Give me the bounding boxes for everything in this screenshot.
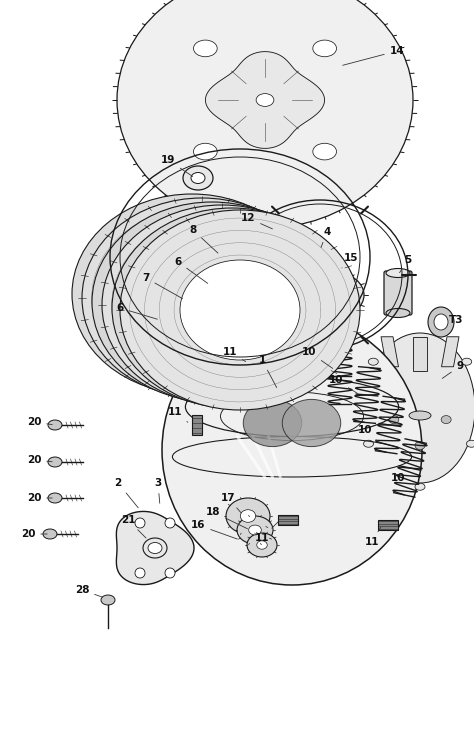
Ellipse shape [415,442,425,449]
Ellipse shape [193,40,217,57]
Ellipse shape [441,416,451,423]
Ellipse shape [142,248,262,348]
Text: 8: 8 [190,225,218,253]
Ellipse shape [364,440,374,447]
Text: 10: 10 [391,468,405,483]
Ellipse shape [191,172,205,184]
Text: 14: 14 [343,46,404,65]
Circle shape [135,568,145,578]
Ellipse shape [409,411,431,420]
Ellipse shape [282,400,341,447]
Text: 21: 21 [121,515,146,538]
Ellipse shape [193,144,217,160]
Circle shape [165,568,175,578]
Text: 12: 12 [241,213,273,229]
Text: 6: 6 [117,303,157,319]
Text: 10: 10 [358,425,380,443]
Ellipse shape [180,260,300,360]
Ellipse shape [43,529,57,539]
Ellipse shape [48,420,62,430]
Ellipse shape [415,483,425,491]
Ellipse shape [162,255,282,355]
Ellipse shape [249,525,261,535]
Ellipse shape [462,358,472,366]
Ellipse shape [48,457,62,467]
Ellipse shape [112,208,352,408]
Polygon shape [381,337,399,367]
Polygon shape [205,52,325,149]
Text: 16: 16 [191,520,237,539]
Polygon shape [441,337,459,367]
Ellipse shape [148,542,162,554]
Ellipse shape [428,307,454,337]
Text: 20: 20 [27,455,52,465]
Ellipse shape [92,202,332,402]
Ellipse shape [183,166,213,190]
Ellipse shape [247,533,277,557]
Text: 7: 7 [142,273,182,299]
Ellipse shape [256,93,274,107]
Ellipse shape [117,0,413,228]
Text: 3: 3 [155,478,162,503]
Text: 19: 19 [161,155,193,176]
FancyBboxPatch shape [278,515,298,525]
Text: 20: 20 [27,417,52,427]
Ellipse shape [120,210,360,410]
Text: 15: 15 [342,253,358,268]
Ellipse shape [386,269,410,278]
Ellipse shape [434,314,448,330]
FancyBboxPatch shape [192,415,202,435]
Text: T3: T3 [449,315,463,325]
Ellipse shape [185,377,399,437]
Text: 6: 6 [174,257,208,283]
Ellipse shape [101,595,115,605]
Ellipse shape [365,333,474,483]
FancyBboxPatch shape [378,520,398,530]
Ellipse shape [132,244,252,344]
Ellipse shape [308,273,364,317]
Text: 4: 4 [321,227,331,247]
Ellipse shape [389,416,399,423]
Text: 11: 11 [255,522,278,543]
Ellipse shape [172,258,292,358]
Ellipse shape [72,194,312,394]
Text: 18: 18 [206,507,247,529]
Ellipse shape [82,198,322,398]
Ellipse shape [226,498,270,534]
Text: 20: 20 [21,529,47,539]
Text: 11: 11 [365,528,381,547]
Ellipse shape [102,205,342,405]
Text: 2: 2 [114,478,138,508]
Ellipse shape [330,291,342,300]
Text: 11: 11 [168,407,188,423]
FancyBboxPatch shape [247,355,257,375]
Text: 11: 11 [223,347,246,362]
Ellipse shape [313,40,337,57]
Ellipse shape [243,400,302,447]
Ellipse shape [313,144,337,160]
Circle shape [165,518,175,528]
Ellipse shape [162,315,422,585]
Ellipse shape [386,309,410,317]
Text: 10: 10 [329,375,358,394]
Circle shape [135,518,145,528]
Ellipse shape [48,493,62,503]
FancyBboxPatch shape [384,271,412,315]
Text: 17: 17 [221,493,241,513]
Text: 9: 9 [442,361,464,378]
Text: 28: 28 [75,585,102,597]
Ellipse shape [240,510,255,522]
Ellipse shape [257,541,267,549]
Text: 1: 1 [258,355,277,388]
Ellipse shape [143,538,167,558]
Text: 10: 10 [302,347,333,369]
Ellipse shape [237,516,273,544]
Ellipse shape [466,440,474,447]
Text: 5: 5 [400,255,411,272]
Text: 20: 20 [27,493,52,503]
Ellipse shape [152,252,272,352]
Ellipse shape [368,358,378,366]
Polygon shape [413,337,427,371]
Polygon shape [117,511,194,585]
